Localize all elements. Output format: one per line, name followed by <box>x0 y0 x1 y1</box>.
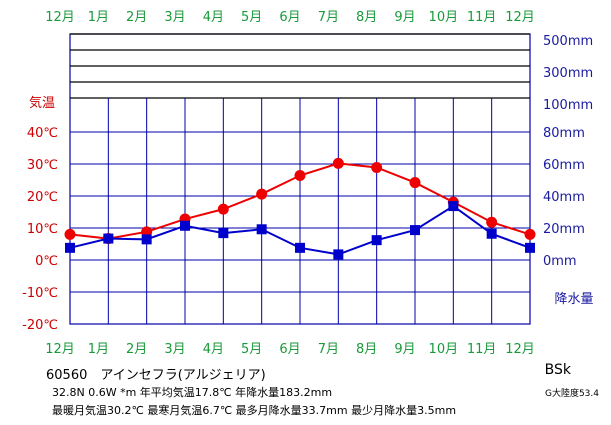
precip-point <box>448 201 459 212</box>
month-label-bottom: 3月 <box>164 342 185 357</box>
climate-class: BSk <box>544 362 571 378</box>
month-label-bottom: 5月 <box>241 342 262 357</box>
month-label-bottom: 12月 <box>505 342 535 357</box>
month-label-bottom: 1月 <box>88 342 109 357</box>
precip-point <box>218 228 229 239</box>
precip-tick-label: 0mm <box>543 254 577 269</box>
month-label-top: 5月 <box>241 10 262 25</box>
precip-tick-label: 40mm <box>543 190 585 205</box>
precip-point <box>525 242 535 253</box>
temp-tick-label: -20℃ <box>22 318 58 333</box>
precip-point <box>333 249 344 260</box>
month-label-top: 3月 <box>164 10 185 25</box>
month-label-bottom: 7月 <box>318 342 339 357</box>
temp-tick-label: 30℃ <box>27 158 58 173</box>
continentality-index: G大陸度53.4 <box>544 389 599 399</box>
temp-point <box>217 203 229 215</box>
precip-point <box>141 234 152 245</box>
temp-point <box>371 162 383 174</box>
month-label-bottom: 4月 <box>203 342 224 357</box>
temp-point <box>524 228 536 240</box>
precip-tick-label: 60mm <box>543 158 585 173</box>
precip-point <box>256 224 267 235</box>
temp-tick-label: 40℃ <box>27 126 58 141</box>
precip-axis-title: 降水量 <box>554 292 593 307</box>
month-label-bottom: 9月 <box>394 342 415 357</box>
precip-point <box>410 225 420 236</box>
month-label-top: 6月 <box>279 10 300 25</box>
month-label-top: 1月 <box>88 10 109 25</box>
month-label-top: 11月 <box>467 10 497 25</box>
temp-point <box>64 228 76 240</box>
month-label-bottom: 8月 <box>356 342 377 357</box>
precip-upper-label: 300mm <box>543 66 593 81</box>
month-label-top: 2月 <box>126 10 147 25</box>
month-label-bottom: 12月 <box>45 342 75 357</box>
month-label-top: 8月 <box>356 10 377 25</box>
month-label-bottom: 2月 <box>126 342 147 357</box>
station-info-line-2: 最暖月気温30.2℃ 最寒月気温6.7℃ 最多月降水量33.7mm 最少月降水量… <box>52 404 457 417</box>
temp-tick-label: -10℃ <box>22 286 58 301</box>
temp-point <box>486 216 498 228</box>
month-label-top: 12月 <box>45 10 75 25</box>
temp-point <box>332 157 344 169</box>
precip-point <box>486 228 497 239</box>
month-label-top: 7月 <box>318 10 339 25</box>
precip-point <box>180 220 190 231</box>
month-label-top: 10月 <box>429 10 459 25</box>
temp-tick-label: 10℃ <box>27 222 58 237</box>
precip-point <box>103 233 114 244</box>
temp-point <box>294 170 306 182</box>
month-label-bottom: 11月 <box>467 342 497 357</box>
temp-tick-label: 0℃ <box>35 254 58 269</box>
precip-upper-label: 100mm <box>543 98 593 113</box>
month-label-top: 9月 <box>394 10 415 25</box>
month-label-top: 12月 <box>505 10 535 25</box>
station-name: 60560 アインセフラ(アルジェリア) <box>46 368 266 383</box>
month-label-top: 4月 <box>203 10 224 25</box>
precip-tick-label: 80mm <box>543 126 585 141</box>
climate-chart: 12月 12月 1月 1月 2月 2月 3月 3月 4月 4月 5月 5月 6月 6月 7月 7月 8月 8月 9月… <box>22 10 593 357</box>
month-label-bottom: 6月 <box>279 342 300 357</box>
station-info-line-1: 32.8N 0.6W *m 年平均気温17.8℃ 年降水量183.2mm <box>52 386 333 399</box>
precip-point <box>371 235 382 246</box>
month-label-bottom: 10月 <box>429 342 459 357</box>
precip-point <box>295 242 305 253</box>
temp-tick-label: 20℃ <box>27 190 58 205</box>
precip-tick-label: 20mm <box>543 222 585 237</box>
temp-point <box>409 177 421 189</box>
temp-point <box>256 188 268 200</box>
precip-upper-label: 500mm <box>543 34 593 49</box>
temp-axis-title: 気温 <box>29 95 55 111</box>
precip-point <box>65 242 75 253</box>
